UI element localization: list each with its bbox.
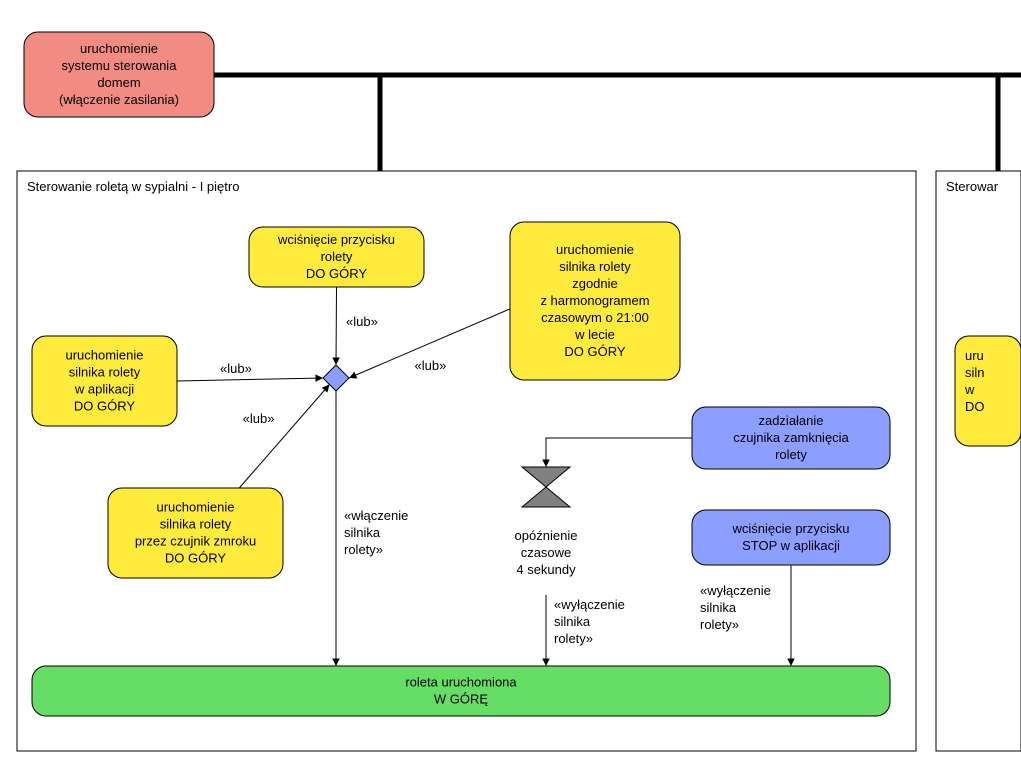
hourglass-icon <box>522 487 570 507</box>
edge-label-off: silnika <box>554 614 591 629</box>
svg-text:zadziałanie: zadziałanie <box>758 413 823 428</box>
node-result: roleta uruchomiona W GÓRĘ <box>32 666 890 716</box>
svg-text:przez czujnik zmroku: przez czujnik zmroku <box>135 534 256 549</box>
edge-label-off: rolety» <box>700 617 739 632</box>
svg-text:w aplikacji: w aplikacji <box>74 382 134 397</box>
svg-text:uru: uru <box>965 348 984 363</box>
frame-right <box>936 171 1021 751</box>
svg-text:DO: DO <box>965 399 985 414</box>
edge-label-off: rolety» <box>554 631 593 646</box>
svg-text:DO GÓRY: DO GÓRY <box>165 551 226 566</box>
edge-label-on: silnika <box>344 525 381 540</box>
edge-appup-merge <box>177 378 323 381</box>
svg-text:uruchomienie: uruchomienie <box>156 500 234 515</box>
svg-text:DO GÓRY: DO GÓRY <box>306 266 367 281</box>
svg-text:(włączenie zasilania): (włączenie zasilania) <box>59 92 179 107</box>
svg-text:roleta uruchomiona: roleta uruchomiona <box>405 675 517 690</box>
svg-text:rolety: rolety <box>775 447 807 462</box>
edge-label-lub: «lub» <box>415 358 447 373</box>
edge-label-lub: «lub» <box>243 411 275 426</box>
hourglass-label: opóźnienie <box>515 528 578 543</box>
svg-text:uruchomienie: uruchomienie <box>80 41 158 56</box>
svg-text:silnika rolety: silnika rolety <box>69 365 141 380</box>
svg-text:siln: siln <box>965 365 985 380</box>
svg-text:uruchomienie: uruchomienie <box>556 242 634 257</box>
svg-text:czasowym o 21:00: czasowym o 21:00 <box>541 310 649 325</box>
svg-text:DO GÓRY: DO GÓRY <box>564 344 625 359</box>
svg-text:silnika rolety: silnika rolety <box>559 259 631 274</box>
node-app-up-right: uru siln w DO <box>955 336 1021 446</box>
svg-text:rolety: rolety <box>321 249 353 264</box>
edge-label-off: «wyłączenie <box>700 583 771 598</box>
edge-closesensor-hourglass <box>546 438 692 467</box>
hourglass-label: 4 sekundy <box>516 562 576 577</box>
svg-text:systemu sterowania: systemu sterowania <box>62 58 178 73</box>
node-schedule: uruchomienie silnika rolety zgodnie z harmo… <box>510 222 680 380</box>
svg-text:W GÓRĘ: W GÓRĘ <box>434 692 488 707</box>
edge-label-lub: «lub» <box>346 314 378 329</box>
svg-text:STOP w aplikacji: STOP w aplikacji <box>742 538 840 553</box>
hourglass-icon <box>522 467 570 487</box>
svg-text:domem: domem <box>97 75 140 90</box>
node-btn-up: wciśnięcie przycisku rolety DO GÓRY <box>249 227 424 287</box>
svg-text:w: w <box>964 382 975 397</box>
svg-text:uruchomienie: uruchomienie <box>65 348 143 363</box>
node-app-up: uruchomienie silnika rolety w aplikacji DO … <box>32 336 177 426</box>
node-close-sensor: zadziałanie czujnika zamknięcia rolety <box>692 407 890 469</box>
svg-text:czujnika zamknięcia: czujnika zamknięcia <box>733 430 849 445</box>
node-stop-app: wciśnięcie przycisku STOP w aplikacji <box>692 510 890 565</box>
hourglass-label: czasowe <box>521 545 572 560</box>
svg-text:DO GÓRY: DO GÓRY <box>74 399 135 414</box>
frame-right-title: Sterowar <box>946 179 999 194</box>
svg-text:wciśnięcie przycisku: wciśnięcie przycisku <box>731 521 849 536</box>
start-node: uruchomienie systemu sterowania domem (włąc… <box>24 32 214 117</box>
edge-dusk-merge <box>239 385 329 489</box>
node-sensor-dusk: uruchomienie silnika rolety przez czujnik … <box>108 488 283 578</box>
svg-text:z harmonogramem: z harmonogramem <box>540 293 649 308</box>
svg-text:w lecie: w lecie <box>574 327 615 342</box>
edge-label-lub: «lub» <box>220 361 252 376</box>
edge-label-off: «wyłączenie <box>554 597 625 612</box>
edge-btnup-merge <box>336 287 337 365</box>
edge-label-off: silnika <box>700 600 737 615</box>
svg-text:silnika rolety: silnika rolety <box>160 517 232 532</box>
frame-main-title: Sterowanie roletą w sypialni - I piętro <box>27 179 239 194</box>
edge-label-on: «włączenie <box>344 508 408 523</box>
svg-text:wciśnięcie przycisku: wciśnięcie przycisku <box>277 232 395 247</box>
svg-text:zgodnie: zgodnie <box>572 276 618 291</box>
edge-label-on: rolety» <box>344 542 383 557</box>
